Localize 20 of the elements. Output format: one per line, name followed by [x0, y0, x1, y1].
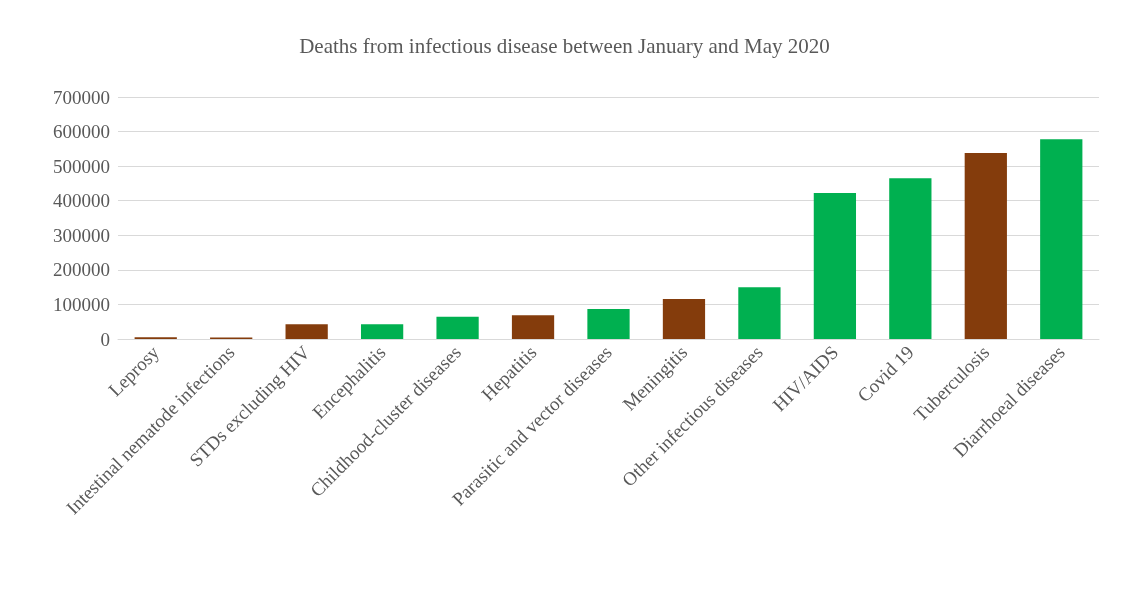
y-tick-label: 0: [100, 328, 110, 350]
bar: [889, 178, 932, 339]
y-tick-label: 300000: [53, 224, 110, 246]
bar: [1040, 139, 1083, 339]
bar: [360, 324, 404, 339]
bar: [436, 316, 479, 339]
y-tick-label: 100000: [53, 293, 110, 315]
bar: [738, 287, 781, 339]
bar: [662, 298, 706, 339]
bar: [964, 153, 1007, 339]
y-tick-label: 400000: [53, 190, 110, 212]
bar: [511, 315, 555, 339]
bar: [285, 324, 328, 339]
bar: [587, 308, 630, 339]
bar: [813, 193, 857, 339]
y-tick-label: 200000: [53, 259, 110, 281]
chart-title: Deaths from infectious disease between January and May 2020: [299, 33, 830, 58]
y-tick-label: 700000: [53, 86, 110, 108]
y-tick-label: 600000: [53, 121, 110, 143]
y-tick-label: 500000: [53, 155, 110, 177]
